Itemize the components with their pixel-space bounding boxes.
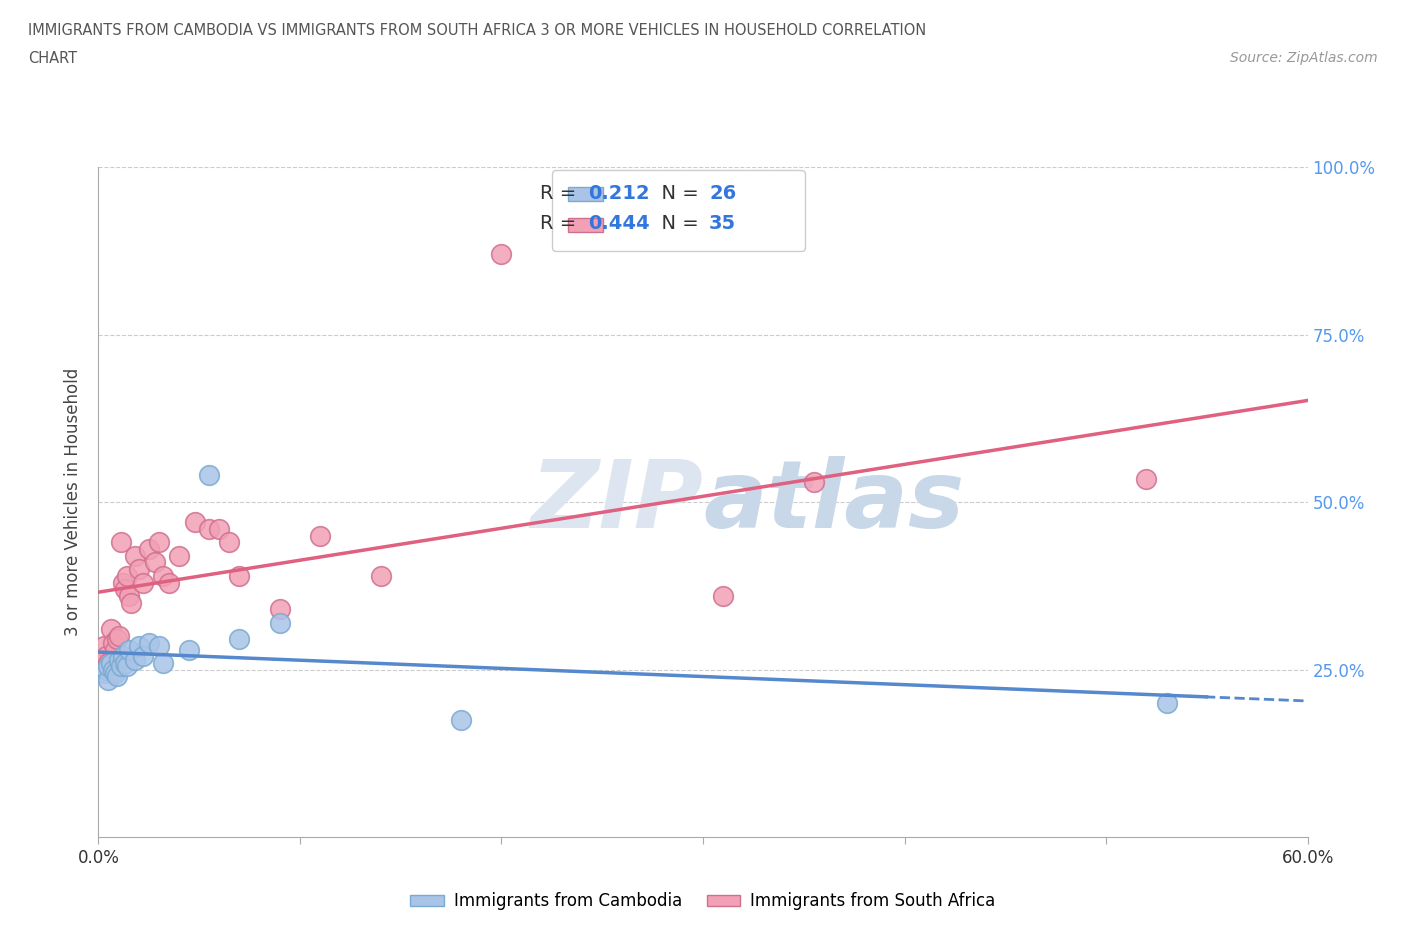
Point [118, 589, 141, 604]
Point [115, 568, 138, 583]
Point [218, 535, 240, 550]
Point [111, 649, 134, 664]
Point [110, 535, 132, 550]
Text: 0.212: 0.212 [588, 184, 650, 203]
Point [228, 568, 250, 583]
Point [96, 662, 118, 677]
Point [114, 656, 136, 671]
Point [101, 635, 124, 650]
Point [103, 666, 125, 681]
Point [107, 652, 129, 667]
Point [118, 642, 141, 657]
Text: 35: 35 [709, 214, 737, 233]
Point [93, 639, 115, 654]
Point [97, 656, 120, 671]
Point [132, 575, 155, 590]
Point [148, 535, 170, 550]
Text: Source: ZipAtlas.com: Source: ZipAtlas.com [1230, 51, 1378, 65]
Point [269, 616, 291, 631]
Point [208, 522, 231, 537]
Text: R =: R = [540, 184, 582, 203]
Text: atlas: atlas [703, 457, 965, 548]
Point [93, 666, 115, 681]
Text: 0.444: 0.444 [588, 214, 650, 233]
Point [107, 629, 129, 644]
Point [198, 522, 221, 537]
Point [110, 658, 132, 673]
Text: 26: 26 [709, 184, 737, 203]
Point [111, 575, 134, 590]
Point [97, 658, 120, 673]
Point [114, 582, 136, 597]
Point [370, 568, 392, 583]
Point [120, 595, 142, 610]
Point [269, 602, 291, 617]
Text: ZIP: ZIP [530, 457, 703, 548]
Legend: Immigrants from Cambodia, Immigrants from South Africa: Immigrants from Cambodia, Immigrants fro… [404, 885, 1002, 917]
Point [152, 568, 174, 583]
Point [148, 639, 170, 654]
Text: CHART: CHART [28, 51, 77, 66]
Point [124, 549, 146, 564]
Point [124, 652, 146, 667]
Point [101, 662, 124, 677]
Point [1135, 472, 1157, 486]
Point [198, 468, 221, 483]
Point [96, 649, 118, 664]
Point [105, 632, 128, 647]
Point [105, 669, 128, 684]
Point [491, 247, 513, 262]
Point [97, 672, 120, 687]
Point [167, 549, 190, 564]
Point [711, 589, 734, 604]
Point [143, 555, 166, 570]
Point [115, 658, 138, 673]
Point [184, 515, 207, 530]
Point [138, 635, 160, 650]
Text: IMMIGRANTS FROM CAMBODIA VS IMMIGRANTS FROM SOUTH AFRICA 3 OR MORE VEHICLES IN H: IMMIGRANTS FROM CAMBODIA VS IMMIGRANTS F… [28, 23, 927, 38]
Point [152, 656, 174, 671]
Text: N =: N = [648, 184, 704, 203]
Point [138, 541, 160, 556]
Point [132, 649, 155, 664]
Point [803, 474, 825, 489]
Text: R =: R = [540, 214, 582, 233]
Point [157, 575, 180, 590]
Point [100, 656, 122, 671]
Point [179, 642, 201, 657]
Point [128, 639, 150, 654]
Point [309, 528, 332, 543]
Text: N =: N = [648, 214, 704, 233]
Point [450, 712, 472, 727]
Legend:                             ,                             : , [553, 170, 806, 251]
Point [100, 622, 122, 637]
Point [128, 562, 150, 577]
Point [103, 642, 125, 657]
Point [1156, 696, 1178, 711]
Point [228, 632, 250, 647]
Y-axis label: 3 or more Vehicles in Household: 3 or more Vehicles in Household [65, 368, 83, 636]
